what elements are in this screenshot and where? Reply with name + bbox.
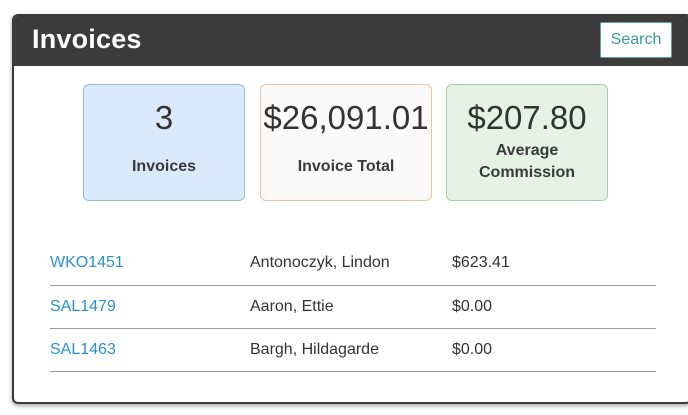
invoice-total-label: Invoice Total (297, 158, 395, 175)
invoice-amount-cell: $0.00 (452, 297, 493, 315)
invoice-count-label: Invoices (131, 158, 197, 175)
invoice-amount-cell: $623.41 (452, 254, 510, 272)
average-commission-card: $207.80 Average Commission (446, 84, 608, 201)
table-row: SAL1479 Aaron, Ettie $0.00 (50, 285, 656, 328)
average-commission-value: $207.80 (467, 99, 587, 136)
average-commission-label-line1: Average (495, 142, 559, 159)
invoice-id-cell: SAL1479 (50, 285, 250, 328)
invoice-table: WKO1451 Antonoczyk, Lindon $623.41 SAL14… (50, 242, 656, 372)
invoice-total-value: $26,091.01 (263, 99, 429, 136)
average-commission-label: Average Commission (447, 140, 607, 184)
customer-name-cell: Antonoczyk, Lindon (250, 254, 390, 272)
invoice-id-cell: WKO1451 (50, 242, 250, 285)
invoice-link[interactable]: WKO1451 (50, 254, 124, 272)
customer-name-cell: Aaron, Ettie (250, 297, 334, 315)
invoice-count-value: 3 (154, 99, 174, 136)
customer-name-cell: Bargh, Hildagarde (250, 340, 379, 358)
average-commission-label-line2: Commission (478, 164, 575, 181)
invoice-total-card: $26,091.01 Invoice Total (260, 84, 432, 201)
invoice-link[interactable]: SAL1479 (50, 297, 116, 315)
invoices-panel: Invoices Search 3 Invoices $26,091.01 In… (12, 14, 688, 404)
table-row: WKO1451 Antonoczyk, Lindon $623.41 (50, 242, 656, 285)
search-button[interactable]: Search (600, 22, 672, 58)
table-row: SAL1463 Bargh, Hildagarde $0.00 (50, 328, 656, 371)
invoice-count-card: 3 Invoices (83, 84, 245, 201)
invoice-link[interactable]: SAL1463 (50, 340, 116, 358)
invoice-amount-cell: $0.00 (452, 340, 493, 358)
panel-header: Invoices Search (14, 16, 688, 66)
invoice-id-cell: SAL1463 (50, 328, 250, 371)
panel-title: Invoices (32, 24, 142, 54)
